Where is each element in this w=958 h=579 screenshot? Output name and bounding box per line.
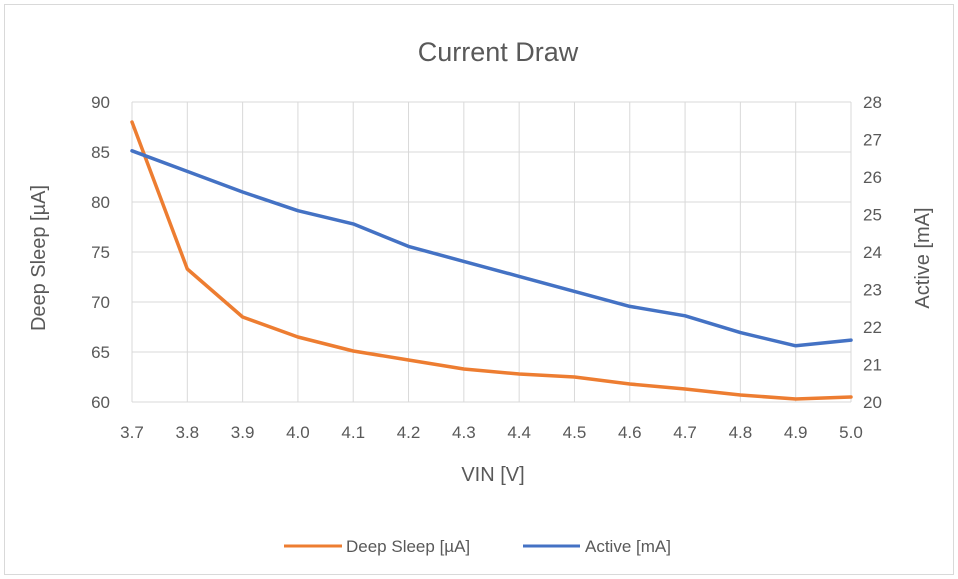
y-tick-label-left: 90 — [91, 93, 110, 112]
x-tick-label: 4.0 — [286, 423, 310, 442]
legend: Deep Sleep [µA] Active [mA] — [284, 537, 671, 556]
x-tick-label: 4.6 — [618, 423, 642, 442]
chart-area: Current Draw 60 65 70 75 80 85 90 20 21 22 23 24 25 2… — [4, 4, 954, 575]
y-axis-title-left: Deep Sleep [µA] — [28, 185, 50, 331]
y-tick-label-right: 28 — [863, 93, 882, 112]
y-tick-label-right: 27 — [863, 131, 882, 150]
x-tick-label: 4.1 — [341, 423, 365, 442]
x-tick-label: 4.3 — [452, 423, 476, 442]
y-tick-label-left: 85 — [91, 143, 110, 162]
y-tick-label-right: 20 — [863, 393, 882, 412]
x-tick-label: 3.8 — [175, 423, 199, 442]
y-tick-label-left: 60 — [91, 393, 110, 412]
y-tick-label-right: 26 — [863, 168, 882, 187]
x-axis-title: VIN [V] — [461, 464, 524, 486]
y-tick-label-right: 23 — [863, 281, 882, 300]
x-tick-label: 4.2 — [397, 423, 421, 442]
series-line-deep-sleep — [130, 120, 853, 401]
x-tick-label: 4.8 — [729, 423, 753, 442]
gridlines — [131, 101, 852, 403]
y-tick-label-left: 80 — [91, 193, 110, 212]
x-tick-label: 5.0 — [839, 423, 863, 442]
x-tick-label: 4.7 — [673, 423, 697, 442]
y-tick-label-left: 70 — [91, 293, 110, 312]
legend-label-deep-sleep: Deep Sleep [µA] — [346, 537, 470, 556]
x-tick-label: 3.9 — [231, 423, 255, 442]
y-axis-title-right: Active [mA] — [912, 207, 934, 308]
x-tick-label: 4.4 — [507, 423, 531, 442]
y-tick-label-right: 22 — [863, 318, 882, 337]
line-chart: Current Draw 60 65 70 75 80 85 90 20 21 22 23 24 25 2… — [28, 37, 934, 556]
chart-title: Current Draw — [418, 37, 579, 67]
y-tick-label-right: 24 — [863, 243, 882, 262]
tick-labels: 60 65 70 75 80 85 90 20 21 22 23 24 25 26 27 28 3.7 3.8 3.… — [91, 93, 882, 442]
x-tick-label: 3.7 — [120, 423, 144, 442]
x-tick-label: 4.5 — [563, 423, 587, 442]
y-tick-label-right: 21 — [863, 356, 882, 375]
y-tick-label-left: 65 — [91, 343, 110, 362]
series-lines — [130, 120, 853, 401]
y-tick-label-right: 25 — [863, 206, 882, 225]
y-tick-label-left: 75 — [91, 243, 110, 262]
legend-label-active: Active [mA] — [585, 537, 671, 556]
x-tick-label: 4.9 — [784, 423, 808, 442]
series-line-active — [130, 149, 853, 348]
